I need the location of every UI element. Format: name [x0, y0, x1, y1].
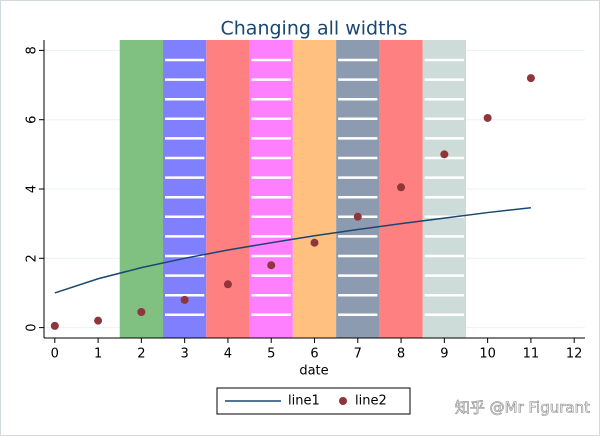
- x-tick-label: 8: [397, 347, 405, 362]
- point: [483, 113, 492, 122]
- y-tick-label: 0: [25, 323, 40, 331]
- y-tick-label: 6: [25, 116, 40, 124]
- watermark: 知乎 @Mr Figurant: [455, 399, 590, 417]
- chart-title: Changing all widths: [221, 18, 408, 40]
- point: [223, 280, 232, 289]
- y-tick-label: 2: [25, 254, 40, 262]
- point: [310, 238, 319, 247]
- point: [50, 321, 59, 330]
- band: [119, 40, 164, 338]
- point: [180, 295, 189, 304]
- band: [292, 40, 337, 338]
- point: [526, 74, 535, 83]
- legend-swatch: [339, 397, 347, 405]
- x-tick-label: 7: [354, 347, 362, 362]
- x-tick-label: 10: [479, 347, 496, 362]
- point: [267, 261, 276, 270]
- x-tick-label: 12: [566, 347, 583, 362]
- x-tick-label: 5: [267, 347, 275, 362]
- x-tick-label: 2: [137, 347, 145, 362]
- point: [353, 212, 362, 221]
- point: [397, 183, 406, 192]
- point: [94, 316, 103, 325]
- x-tick-label: 3: [181, 347, 189, 362]
- line: [54, 206, 531, 294]
- x-tick-label: 9: [440, 347, 448, 362]
- band: [422, 40, 466, 338]
- point: [440, 150, 449, 159]
- band: [206, 40, 250, 338]
- legend-label: line2: [355, 394, 387, 409]
- x-tick-label: 6: [310, 347, 318, 362]
- band: [336, 40, 380, 338]
- x-tick-label: 1: [94, 347, 102, 362]
- legend-label: line1: [288, 394, 320, 409]
- band: [249, 40, 293, 338]
- y-tick-label: 4: [25, 185, 40, 193]
- x-tick-label: 4: [224, 347, 232, 362]
- y-tick-label: 8: [25, 46, 40, 54]
- x-tick-label: 11: [523, 347, 540, 362]
- x-axis-label: date: [299, 364, 328, 379]
- band: [163, 40, 207, 338]
- point: [137, 308, 146, 317]
- x-tick-label: 0: [51, 347, 59, 362]
